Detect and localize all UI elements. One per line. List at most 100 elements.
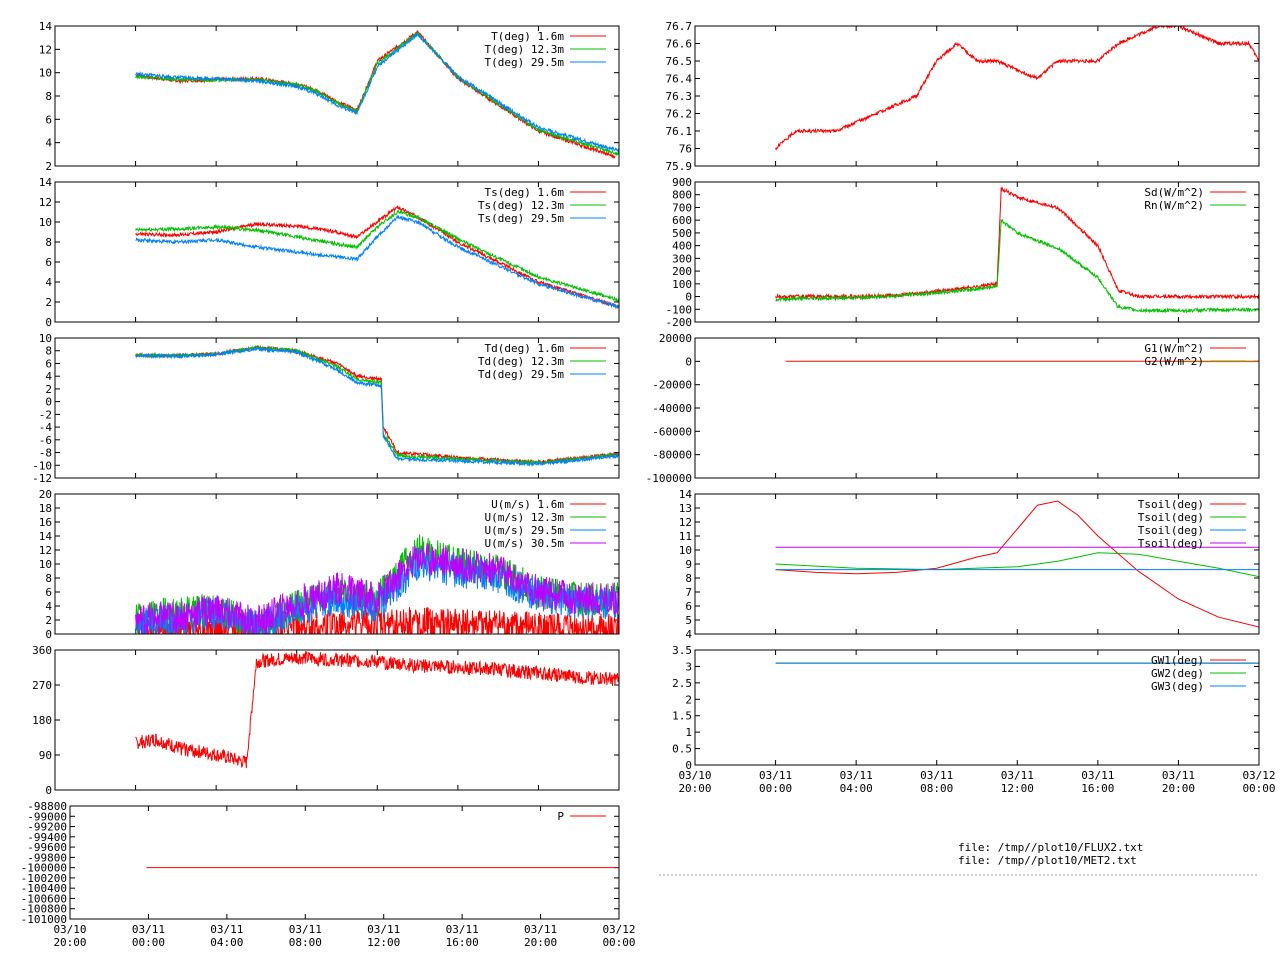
y-tick-label: 20 [39,488,52,501]
legend-entry-label: Ts(deg) 1.6m [485,186,565,199]
y-tick-label: 76.1 [666,125,693,138]
y-tick-label: 2 [45,160,52,173]
legend-entry-label: T(deg) 29.5m [485,56,565,69]
y-tick-label: 10 [39,558,52,571]
y-tick-label: 0 [685,291,692,304]
series-line-temperature-2 [135,31,619,153]
plot-frame [54,337,620,479]
y-tick-label: -99600 [27,841,67,854]
plot-frame [694,25,1260,167]
x-tick-date: 03/12 [602,923,635,936]
file-label: file: /tmp//plot10/MET2.txt [958,854,1137,867]
y-tick-label: 0 [45,396,52,409]
x-tick-date: 03/10 [678,769,711,782]
y-tick-label: 6 [45,586,52,599]
y-tick-label: 14 [679,488,693,501]
y-tick-label: 9 [685,558,692,571]
series-line-surface-temperature-1 [135,209,619,303]
panel-pressure: -101000-100800-100600-100400-100200-1000… [21,800,636,949]
y-tick-label: 76.2 [666,108,693,121]
y-tick-label: 13 [679,502,692,515]
legend-entry-label: T(deg) 12.3m [485,43,565,56]
x-tick-date: 03/11 [446,923,479,936]
x-tick-date: 03/11 [367,923,400,936]
y-tick-label: -4 [39,421,53,434]
y-tick-label: 11 [679,530,692,543]
legend-entry-label: Rn(W/m^2) [1144,199,1204,212]
y-tick-label: 8 [45,236,52,249]
y-tick-label: 6 [685,600,692,613]
y-tick-label: 1 [685,726,692,739]
y-tick-label: -100000 [21,862,67,875]
y-tick-label: -6 [39,434,52,447]
y-tick-label: 6 [45,113,52,126]
x-tick-date: 03/11 [920,769,953,782]
panel-wind-direction: 0 90 180 270 360 [32,644,620,797]
x-tick-date: 03/11 [524,923,557,936]
legend-entry-label: Tsoil(deg) [1138,511,1204,524]
y-tick-label: 300 [672,252,692,265]
plot-frame [54,493,620,635]
legend-entry-label: U(m/s) 12.3m [485,511,565,524]
series-group [775,26,1259,151]
y-tick-label: 3.5 [672,644,692,657]
x-tick-time: 16:00 [446,936,479,949]
x-tick-date: 03/10 [53,923,86,936]
legend-entry-label: T(deg) 1.6m [491,30,564,43]
y-tick-label: 180 [32,714,52,727]
plot-frame [694,337,1260,479]
y-tick-label: 0 [45,628,52,641]
plot-frame [694,649,1260,766]
y-tick-label: 0.5 [672,743,692,756]
y-tick-label: -99800 [27,851,67,864]
y-tick-label: -10 [32,459,52,472]
x-tick-time: 20:00 [53,936,86,949]
series-line-soil-temperature-1 [775,552,1259,578]
series-line-wind-speed-3 [135,543,619,634]
series-line-radiation-1 [775,218,1259,314]
x-tick-time: 04:00 [210,936,243,949]
y-tick-label: 3 [685,660,692,673]
plot-frame [694,493,1260,635]
x-tick-date: 03/11 [132,923,165,936]
x-tick-time: 12:00 [1001,782,1034,795]
y-tick-label: 4 [685,628,692,641]
y-tick-label: 500 [672,227,692,240]
legend-entry-label: U(m/s) 29.5m [485,524,565,537]
plot-frame [54,649,620,791]
plot-frame [54,181,620,323]
y-tick-label: 12 [39,43,52,56]
y-tick-label: 76.3 [666,90,693,103]
y-tick-label: 360 [32,644,52,657]
x-tick-date: 03/11 [1081,769,1114,782]
panel-soil-temperature: 4567891011121314Tsoil(deg)Tsoil(deg)Tsoi… [679,488,1260,641]
y-tick-label: 0 [45,784,52,797]
y-tick-label: 14 [39,20,53,33]
y-tick-label: 270 [32,679,52,692]
y-tick-label: 8 [45,345,52,358]
series-line-surface-temperature-0 [135,205,619,310]
panel-right-top: 75.9 76 76.1 76.2 76.3 76.4 76.5 76.6 76.7 [666,20,1260,173]
y-tick-label: 0 [685,759,692,772]
x-tick-time: 20:00 [524,936,557,949]
y-tick-label: 76.6 [666,38,693,51]
y-tick-label: 0 [685,355,692,368]
legend-entry-label: Ts(deg) 29.5m [478,212,564,225]
legend-entry-label: U(m/s) 1.6m [491,498,564,511]
legend-entry-label: Td(deg) 29.5m [478,368,564,381]
y-tick-label: 5 [685,614,692,627]
y-tick-label: 10 [39,67,52,80]
y-tick-label: -60000 [652,425,692,438]
y-tick-label: 2 [45,296,52,309]
x-tick-time: 08:00 [289,936,322,949]
y-tick-label: 700 [672,201,692,214]
series-line-surface-temperature-2 [135,214,619,310]
y-tick-label: 8 [45,572,52,585]
file-label: file: /tmp//plot10/FLUX2.txt [958,841,1143,854]
y-tick-label: 12 [39,544,52,557]
x-tick-time: 12:00 [367,936,400,949]
y-tick-label: -100800 [21,903,67,916]
y-tick-label: 12 [679,516,692,529]
plot-frame [69,805,620,920]
